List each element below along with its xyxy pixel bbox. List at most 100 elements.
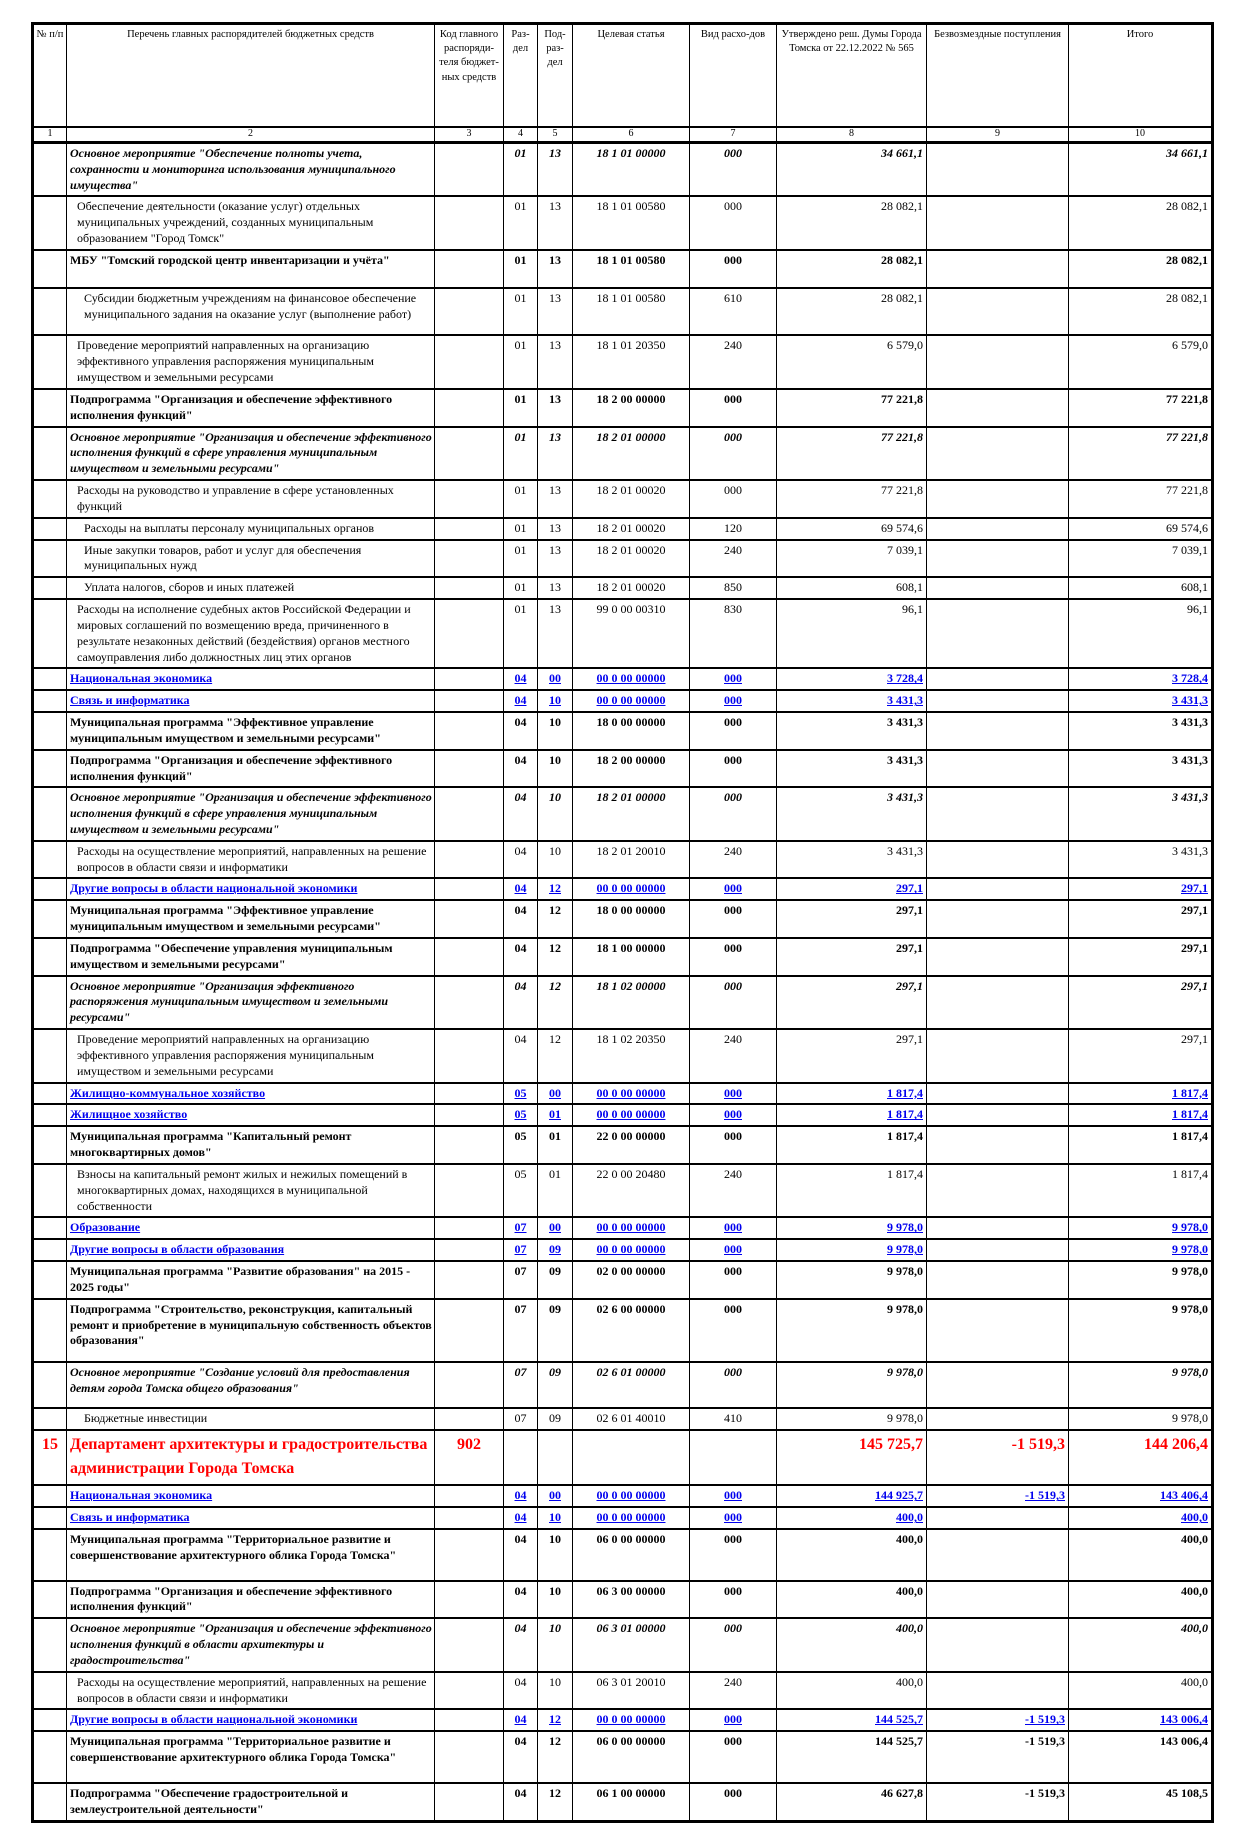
cell-gratuitous	[926, 1238, 1069, 1263]
table-row: Уплата налогов, сборов и иных платежей 01…	[32, 576, 1213, 601]
cell-row-number	[32, 516, 67, 541]
column-header-podrazdel: Под-раз-дел	[537, 22, 573, 128]
cell-grbs-code	[434, 1081, 504, 1106]
cell-expense-type: 000	[689, 748, 777, 789]
cell-row-number	[32, 936, 67, 977]
cell-name: Бюджетные инвестиции	[66, 1406, 435, 1431]
cell-gratuitous	[926, 286, 1069, 337]
cell-target-article: 18 1 00 00000	[572, 936, 690, 977]
cell-gratuitous	[926, 839, 1069, 880]
cell-total: 400,0	[1068, 1579, 1213, 1620]
cell-grbs-code	[434, 711, 504, 751]
cell-podrazdel: 09	[537, 1361, 573, 1409]
cell-row-number	[32, 974, 67, 1031]
cell-podrazdel: 10	[537, 1506, 573, 1530]
cell-target-article: 18 1 02 00000	[572, 974, 690, 1031]
cell-grbs-code	[434, 974, 504, 1031]
cell-gratuitous	[926, 1527, 1069, 1582]
cell-podrazdel: 10	[537, 1670, 573, 1711]
cell-podrazdel: 12	[537, 899, 573, 939]
table-row: Основное мероприятие "Организация и обес…	[32, 786, 1213, 842]
cell-approved: 297,1	[776, 1028, 927, 1084]
cell-razdel: 04	[503, 1527, 538, 1582]
cell-gratuitous	[926, 936, 1069, 977]
cell-expense-type: 000	[689, 1617, 777, 1673]
cell-total: 1 817,4	[1068, 1081, 1213, 1106]
cell-expense-type: 000	[689, 1730, 777, 1784]
cell-total: 9 978,0	[1068, 1216, 1213, 1241]
cell-razdel: 07	[503, 1238, 538, 1263]
cell-razdel: 07	[503, 1260, 538, 1300]
cell-total: 34 661,1	[1068, 141, 1213, 198]
cell-row-number	[32, 748, 67, 789]
cell-expense-type: 000	[689, 479, 777, 519]
cell-grbs-code	[434, 899, 504, 939]
cell-total: 297,1	[1068, 936, 1213, 977]
cell-row-number	[32, 1670, 67, 1711]
cell-name: Жилищно-коммунальное хозяйство	[66, 1081, 435, 1106]
column-number: 6	[572, 126, 690, 144]
column-number: 2	[66, 126, 435, 144]
cell-name: Муниципальная программа "Капитальный рем…	[66, 1125, 435, 1165]
document-page: { "colors": { "section_blue": "#0000EE",…	[31, 22, 1214, 1823]
cell-row-number	[32, 1781, 67, 1823]
cell-gratuitous: -1 519,3	[926, 1428, 1069, 1487]
cell-gratuitous	[926, 479, 1069, 519]
table-row: Другие вопросы в области национальной эк…	[32, 1708, 1213, 1733]
cell-podrazdel: 10	[537, 786, 573, 842]
table-row: Муниципальная программа "Эффективное упр…	[32, 899, 1213, 939]
cell-target-article: 02 6 01 00000	[572, 1361, 690, 1409]
table-row: 15 Департамент архитектуры и градостроите…	[32, 1428, 1213, 1487]
table-row: Национальная экономика 04 00 00 0 00 00000 0…	[32, 1484, 1213, 1509]
cell-total: 3 431,3	[1068, 748, 1213, 789]
cell-razdel: 05	[503, 1103, 538, 1128]
cell-row-number	[32, 899, 67, 939]
cell-razdel: 04	[503, 936, 538, 977]
cell-approved: 297,1	[776, 936, 927, 977]
cell-target-article: 00 0 00 00000	[572, 877, 690, 902]
cell-gratuitous	[926, 1125, 1069, 1165]
cell-row-number	[32, 538, 67, 579]
cell-name: Муниципальная программа "Территориальное…	[66, 1730, 435, 1784]
cell-name: Другие вопросы в области национальной эк…	[66, 1708, 435, 1733]
table-row: Основное мероприятие "Создание условий д…	[32, 1361, 1213, 1409]
cell-target-article: 02 0 00 00000	[572, 1260, 690, 1300]
cell-row-number	[32, 141, 67, 198]
cell-podrazdel: 00	[537, 667, 573, 692]
cell-total: 45 108,5	[1068, 1781, 1213, 1823]
table-row: Субсидии бюджетным учреждениям на финанс…	[32, 286, 1213, 337]
cell-expense-type: 240	[689, 1028, 777, 1084]
cell-target-article: 18 2 01 20010	[572, 839, 690, 880]
cell-expense-type: 000	[689, 667, 777, 692]
cell-row-number	[32, 1406, 67, 1431]
table-row: Основное мероприятие "Обеспечение полнот…	[32, 141, 1213, 198]
cell-approved: 1 817,4	[776, 1103, 927, 1128]
cell-grbs-code: 902	[434, 1428, 504, 1487]
cell-razdel: 05	[503, 1081, 538, 1106]
cell-podrazdel: 10	[537, 1527, 573, 1582]
table-row: Расходы на осуществление мероприятий, на…	[32, 839, 1213, 880]
cell-podrazdel: 13	[537, 387, 573, 428]
cell-row-number	[32, 387, 67, 428]
column-header-target-article: Целевая статья	[572, 22, 690, 128]
cell-name: Расходы на осуществление мероприятий, на…	[66, 1670, 435, 1711]
cell-grbs-code	[434, 1260, 504, 1300]
cell-gratuitous	[926, 1162, 1069, 1219]
cell-approved: 96,1	[776, 598, 927, 670]
cell-expense-type: 000	[689, 1361, 777, 1409]
cell-target-article: 18 1 02 20350	[572, 1028, 690, 1084]
cell-total: 143 406,4	[1068, 1484, 1213, 1509]
cell-row-number	[32, 1617, 67, 1673]
cell-razdel: 01	[503, 195, 538, 251]
cell-podrazdel: 09	[537, 1260, 573, 1300]
cell-approved: 400,0	[776, 1617, 927, 1673]
cell-total: 9 978,0	[1068, 1297, 1213, 1364]
cell-target-article: 06 3 00 00000	[572, 1579, 690, 1620]
column-number: 5	[537, 126, 573, 144]
cell-podrazdel: 10	[537, 839, 573, 880]
cell-name: Основное мероприятие "Организация эффект…	[66, 974, 435, 1031]
cell-target-article: 00 0 00 00000	[572, 667, 690, 692]
cell-row-number	[32, 576, 67, 601]
cell-approved: 1 817,4	[776, 1125, 927, 1165]
cell-grbs-code	[434, 748, 504, 789]
